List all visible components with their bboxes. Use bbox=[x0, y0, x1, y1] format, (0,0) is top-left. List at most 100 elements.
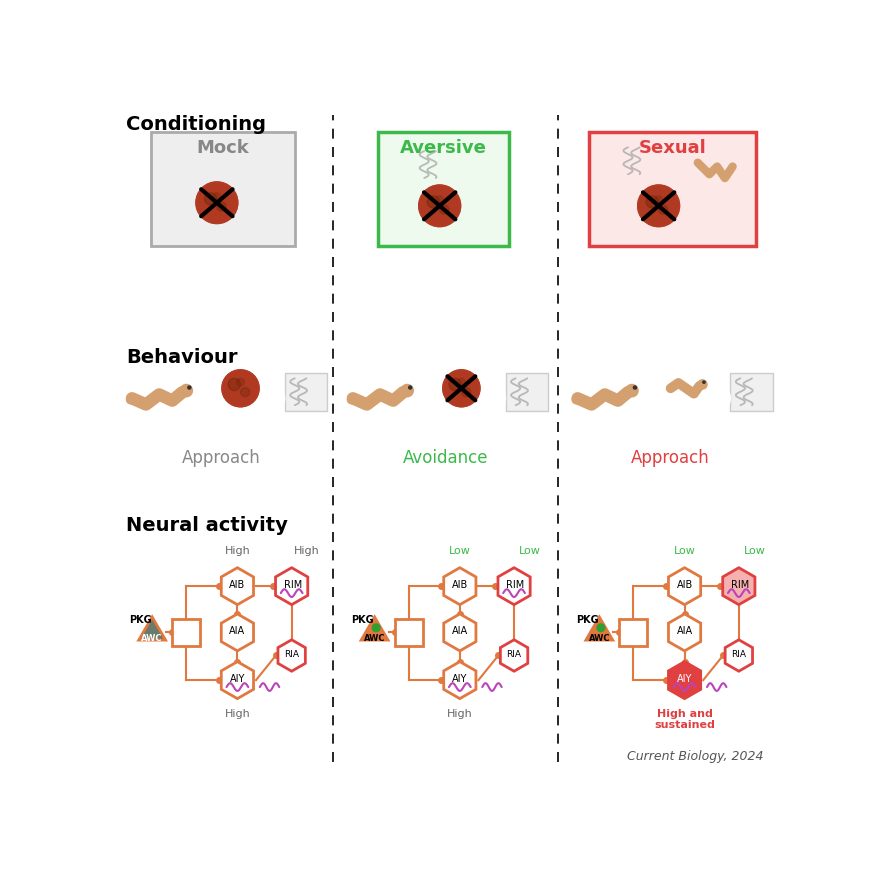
Circle shape bbox=[637, 417, 646, 427]
Circle shape bbox=[658, 206, 667, 215]
Polygon shape bbox=[724, 640, 752, 672]
Text: PKG: PKG bbox=[129, 614, 151, 624]
Text: Low: Low bbox=[673, 546, 694, 556]
Bar bbox=[619, 619, 647, 647]
Circle shape bbox=[232, 389, 272, 429]
Polygon shape bbox=[585, 617, 612, 640]
Circle shape bbox=[442, 370, 480, 408]
Polygon shape bbox=[500, 640, 527, 672]
Text: Conditioning: Conditioning bbox=[126, 115, 266, 134]
Circle shape bbox=[410, 365, 454, 408]
Circle shape bbox=[213, 194, 221, 202]
Polygon shape bbox=[722, 568, 754, 605]
Circle shape bbox=[421, 389, 461, 429]
Text: High: High bbox=[447, 708, 472, 718]
Circle shape bbox=[190, 365, 233, 408]
Circle shape bbox=[630, 434, 635, 439]
Text: AWC: AWC bbox=[588, 633, 609, 642]
Circle shape bbox=[572, 396, 580, 404]
Circle shape bbox=[126, 396, 134, 404]
Text: AIA: AIA bbox=[451, 626, 468, 635]
Circle shape bbox=[461, 388, 470, 397]
Circle shape bbox=[240, 388, 249, 397]
Bar bbox=[378, 133, 508, 247]
Circle shape bbox=[439, 206, 448, 215]
Circle shape bbox=[196, 182, 237, 224]
Circle shape bbox=[646, 196, 658, 209]
Polygon shape bbox=[667, 568, 700, 605]
Text: High: High bbox=[224, 546, 250, 556]
Bar bbox=[284, 374, 327, 412]
Circle shape bbox=[625, 385, 637, 397]
Text: AIY: AIY bbox=[676, 673, 692, 683]
Text: RIA: RIA bbox=[284, 649, 299, 658]
Bar bbox=[151, 133, 295, 247]
Text: AWC: AWC bbox=[363, 633, 385, 642]
Circle shape bbox=[652, 363, 711, 422]
Circle shape bbox=[637, 186, 679, 228]
Circle shape bbox=[438, 397, 475, 434]
Circle shape bbox=[427, 196, 439, 209]
Bar bbox=[172, 619, 200, 647]
Text: AIY: AIY bbox=[452, 673, 467, 683]
Circle shape bbox=[189, 383, 219, 415]
Text: AIB: AIB bbox=[229, 580, 245, 589]
Text: High: High bbox=[294, 546, 320, 556]
Circle shape bbox=[654, 196, 661, 204]
Text: Behaviour: Behaviour bbox=[126, 348, 237, 367]
Text: AWC: AWC bbox=[142, 633, 163, 642]
Circle shape bbox=[442, 370, 480, 408]
Circle shape bbox=[633, 387, 636, 389]
Circle shape bbox=[254, 383, 284, 415]
Circle shape bbox=[228, 379, 240, 391]
Polygon shape bbox=[221, 662, 253, 699]
Circle shape bbox=[635, 365, 679, 408]
Circle shape bbox=[453, 389, 493, 429]
Circle shape bbox=[408, 387, 411, 389]
Polygon shape bbox=[443, 568, 475, 605]
Text: AIA: AIA bbox=[229, 626, 245, 635]
Circle shape bbox=[697, 381, 706, 389]
Circle shape bbox=[188, 387, 190, 389]
Polygon shape bbox=[443, 662, 475, 699]
Circle shape bbox=[218, 397, 255, 434]
Circle shape bbox=[596, 624, 604, 632]
Text: AIY: AIY bbox=[229, 673, 245, 683]
Polygon shape bbox=[275, 568, 308, 605]
Text: RIM: RIM bbox=[284, 580, 302, 589]
Text: Approach: Approach bbox=[182, 449, 260, 467]
Text: High: High bbox=[224, 708, 250, 718]
Text: Current Biology, 2024: Current Biology, 2024 bbox=[627, 749, 763, 762]
Circle shape bbox=[702, 381, 704, 384]
Circle shape bbox=[412, 417, 421, 427]
Text: Approach: Approach bbox=[631, 449, 709, 467]
Circle shape bbox=[207, 363, 266, 422]
Circle shape bbox=[677, 389, 717, 429]
Text: PKG: PKG bbox=[575, 614, 598, 624]
Text: AIA: AIA bbox=[676, 626, 692, 635]
Bar bbox=[588, 133, 755, 247]
Text: Avoidance: Avoidance bbox=[402, 449, 488, 467]
Circle shape bbox=[448, 379, 461, 391]
Text: PKG: PKG bbox=[351, 614, 374, 624]
Circle shape bbox=[191, 417, 201, 427]
Polygon shape bbox=[277, 640, 305, 672]
Circle shape bbox=[634, 383, 665, 415]
Circle shape bbox=[204, 194, 216, 206]
Circle shape bbox=[685, 365, 728, 408]
Circle shape bbox=[222, 370, 259, 408]
Circle shape bbox=[188, 426, 195, 433]
Text: Mock: Mock bbox=[196, 139, 249, 157]
Polygon shape bbox=[221, 568, 253, 605]
Text: RIA: RIA bbox=[506, 649, 521, 658]
Circle shape bbox=[201, 389, 241, 429]
Text: High and
sustained: High and sustained bbox=[653, 708, 714, 730]
Circle shape bbox=[222, 370, 259, 408]
Circle shape bbox=[699, 383, 729, 415]
Bar bbox=[395, 619, 422, 647]
Text: Aversive: Aversive bbox=[400, 139, 487, 157]
Circle shape bbox=[418, 186, 460, 228]
Circle shape bbox=[401, 385, 413, 397]
Text: Low: Low bbox=[742, 546, 765, 556]
Circle shape bbox=[457, 379, 465, 387]
